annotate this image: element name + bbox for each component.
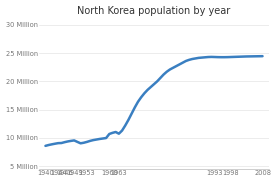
Title: North Korea population by year: North Korea population by year [77, 6, 231, 15]
